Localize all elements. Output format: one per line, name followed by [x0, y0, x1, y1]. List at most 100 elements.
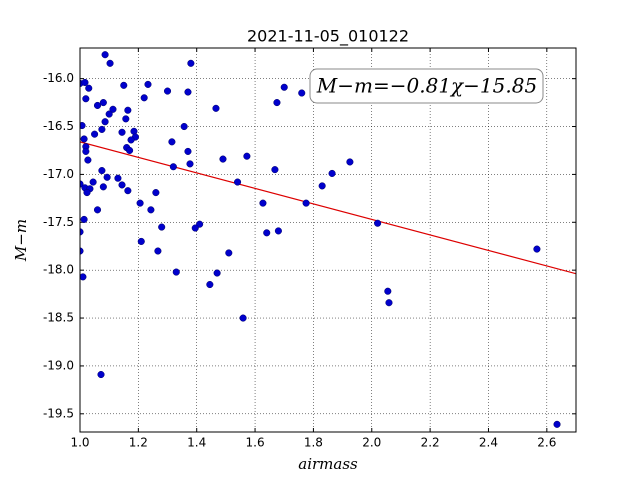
point	[124, 106, 132, 114]
point	[118, 128, 126, 136]
point	[105, 110, 113, 118]
point	[219, 155, 227, 163]
y-tick-label: -17.0	[43, 167, 74, 181]
point	[533, 245, 541, 253]
point	[302, 199, 310, 207]
y-axis-label: M−m	[12, 219, 30, 262]
chart-title: 2021-11-05_010122	[247, 27, 409, 47]
y-tick-label: -19.5	[43, 406, 74, 420]
annotation-box	[309, 68, 544, 104]
point	[80, 247, 84, 255]
point	[263, 229, 271, 237]
point	[80, 135, 88, 143]
point	[126, 146, 134, 155]
point	[97, 370, 105, 379]
point	[169, 163, 177, 171]
point	[154, 247, 162, 255]
x-tick-label: 2.4	[479, 436, 498, 450]
point	[168, 138, 176, 146]
point	[273, 99, 281, 107]
annotation: M−m=−0.81χ−15.85	[316, 74, 537, 98]
x-tick-label: 1.4	[187, 436, 206, 450]
point	[82, 95, 90, 103]
point	[103, 173, 111, 181]
point	[259, 199, 267, 207]
point	[271, 166, 279, 174]
point	[80, 273, 87, 281]
point	[144, 80, 152, 88]
y-tick-label: -17.5	[43, 215, 74, 229]
y-tick-label: -19.0	[43, 358, 74, 372]
point	[239, 314, 247, 322]
x-tick-label: 1.8	[304, 436, 323, 450]
y-tick-label: -16.0	[43, 71, 74, 85]
plot-area	[80, 51, 576, 428]
point	[91, 130, 99, 138]
point	[191, 224, 199, 232]
point	[184, 88, 192, 96]
point	[274, 227, 282, 235]
point	[93, 101, 102, 110]
point	[109, 105, 117, 113]
x-tick-label: 2.0	[362, 436, 381, 450]
point	[99, 183, 107, 191]
x-tick-label: 2.6	[537, 436, 556, 450]
point	[206, 280, 214, 289]
point	[212, 104, 220, 112]
point	[101, 51, 109, 59]
point	[318, 182, 326, 190]
point	[225, 249, 233, 257]
point	[298, 89, 306, 97]
point	[82, 147, 90, 155]
point	[147, 206, 155, 214]
point	[163, 87, 172, 95]
point	[346, 158, 354, 166]
point	[124, 187, 132, 195]
point	[80, 122, 86, 130]
point	[172, 268, 180, 276]
x-tick-label: 2.2	[421, 436, 440, 450]
point	[84, 156, 92, 164]
point	[120, 81, 128, 89]
point	[93, 206, 102, 214]
point	[187, 59, 195, 67]
point	[553, 420, 561, 428]
point	[99, 99, 107, 107]
point	[98, 125, 106, 133]
y-tick-label: -18.5	[43, 311, 74, 325]
point	[184, 147, 192, 155]
point	[374, 219, 382, 227]
x-tick-label: 1.2	[129, 436, 148, 450]
point	[213, 269, 221, 277]
x-tick-label: 1.0	[70, 436, 89, 450]
point	[106, 59, 114, 67]
point	[101, 118, 109, 126]
point	[89, 178, 97, 186]
point	[80, 215, 88, 223]
point	[127, 136, 135, 144]
point	[384, 287, 392, 295]
point	[328, 169, 336, 177]
x-axis-label: airmass	[298, 455, 358, 473]
point	[85, 84, 93, 92]
point	[137, 237, 145, 245]
x-tick-label: 1.6	[246, 436, 265, 450]
point	[385, 299, 393, 307]
point	[140, 94, 148, 102]
point	[136, 199, 144, 207]
point	[186, 160, 194, 168]
plot-frame	[79, 47, 577, 433]
point	[158, 223, 166, 231]
point	[114, 174, 122, 182]
point	[80, 228, 84, 236]
point	[280, 83, 288, 91]
y-tick-label: -18.0	[43, 263, 74, 277]
point	[98, 167, 106, 175]
point	[234, 178, 242, 186]
point	[243, 152, 251, 160]
point	[81, 78, 89, 87]
point	[83, 189, 91, 197]
point	[152, 189, 160, 197]
point	[118, 181, 126, 189]
